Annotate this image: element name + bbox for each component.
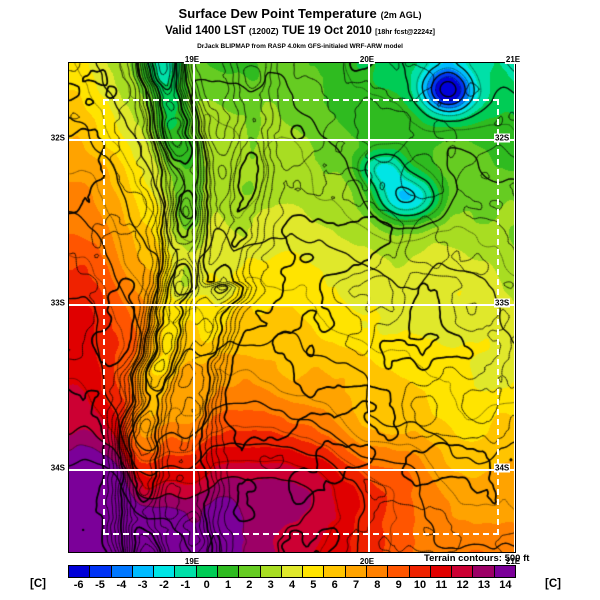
axis-label-lon-bottom-21e: 21E: [504, 557, 522, 566]
axis-label-lat-left-34s: 34S: [49, 463, 66, 473]
title-block: Surface Dew Point Temperature (2m AGL) V…: [0, 6, 600, 52]
axis-label-lon-top-19e: 19E: [183, 55, 201, 64]
dewpoint-heatmap-canvas: [69, 63, 515, 552]
page-title-subscript: (2m AGL): [380, 10, 422, 20]
colorbar-swatch-7[interactable]: [345, 566, 367, 577]
axis-label-lon-top-20e: 20E: [358, 55, 376, 64]
axis-label-lon-top-21e: 21E: [504, 55, 522, 64]
forecast-stamp: [18hr fcst@2224z]: [375, 29, 435, 36]
axis-label-lat-left-32s: 32S: [49, 133, 66, 143]
colorbar-tick-14: 14: [499, 579, 512, 591]
colorbar-swatch--1[interactable]: [175, 566, 197, 577]
colorbar-unit-left: [C]: [30, 578, 46, 590]
colorbar-tick-5: 5: [310, 579, 317, 591]
colorbar-swatch-11[interactable]: [430, 566, 453, 577]
colorbar-tick-7: 7: [352, 579, 360, 591]
colorbar-swatch--3[interactable]: [132, 566, 155, 577]
colorbar-unit-right: [C]: [545, 578, 561, 590]
colorbar-swatch-2[interactable]: [239, 566, 261, 577]
axis-label-lat-left-33s: 33S: [49, 298, 66, 308]
axis-label-lon-bottom-20e: 20E: [358, 557, 376, 566]
colorbar-tick-2: 2: [246, 579, 253, 591]
colorbar-tick--2: -2: [159, 579, 169, 591]
colorbar-tick--5: -5: [95, 579, 105, 591]
valid-local-time: Valid 1400 LST: [165, 25, 246, 37]
page-title: Surface Dew Point Temperature (2m AGL): [0, 6, 600, 23]
colorbar-swatch-1[interactable]: [217, 566, 240, 577]
colorbar-tick-9: 9: [395, 579, 402, 591]
colorbar-tick--1: -1: [180, 579, 191, 591]
valid-time-line: Valid 1400 LST (1200Z) TUE 19 Oct 2010 […: [0, 24, 600, 40]
colorbar-swatch-10[interactable]: [409, 566, 431, 577]
axis-label-lat-right-33s: 33S: [494, 298, 511, 308]
axis-label-lat-right-34s: 34S: [494, 463, 511, 473]
colorbar-swatch-14[interactable]: [494, 566, 515, 577]
colorbar-tick-1: 1: [224, 579, 232, 591]
colorbar-swatch-4[interactable]: [281, 566, 304, 577]
colorbar-swatch-13[interactable]: [473, 566, 495, 577]
colorbar-tick-4: 4: [288, 579, 296, 591]
colorbar-swatch--4[interactable]: [111, 566, 133, 577]
colorbar-tick-8: 8: [374, 579, 381, 591]
colorbar-tick-10: 10: [413, 579, 427, 591]
colorbar-swatch-5[interactable]: [303, 566, 325, 577]
colorbar-swatch--2[interactable]: [154, 566, 176, 577]
forecast-map-panel[interactable]: [68, 62, 516, 553]
colorbar-swatches[interactable]: [68, 565, 516, 578]
colorbar-tick-13: 13: [477, 579, 491, 591]
colorbar-tick-6: 6: [331, 579, 338, 591]
page-title-text: Surface Dew Point Temperature: [178, 6, 377, 21]
valid-date: TUE 19 Oct 2010: [281, 25, 372, 37]
colorbar-swatch-12[interactable]: [452, 566, 474, 577]
valid-utc-time: (1200Z): [248, 26, 279, 36]
colorbar-tick-11: 11: [435, 579, 448, 591]
colorbar-swatch-9[interactable]: [388, 566, 410, 577]
axis-label-lon-bottom-19e: 19E: [183, 557, 201, 566]
colorbar-tick-0: 0: [203, 579, 210, 591]
colorbar-tick--4: -4: [116, 579, 127, 591]
colorbar-swatch--5[interactable]: [90, 566, 112, 577]
colorbar-swatch-6[interactable]: [324, 566, 346, 577]
colorbar-tick--3: -3: [137, 579, 148, 591]
colorbar-swatch-8[interactable]: [366, 566, 389, 577]
colorbar-legend[interactable]: [C] [C] -6 -5 -4 -3 -2 -1 0 1 2 3 4 5 6 7 8 9 10 11 12 13 14: [0, 565, 600, 597]
colorbar-swatch--6[interactable]: [69, 566, 91, 577]
model-source-line: DrJack BLIPMAP from RASP 4.0km GFS-initi…: [197, 43, 403, 50]
colorbar-tick--6: -6: [73, 579, 84, 591]
axis-label-lat-right-32s: 32S: [494, 133, 511, 143]
colorbar-swatch-0[interactable]: [196, 566, 218, 577]
colorbar-tick-12: 12: [456, 579, 469, 591]
colorbar-tick-3: 3: [267, 579, 274, 591]
terrain-contour-note: Terrain contours: 500 ft: [424, 553, 530, 564]
colorbar-swatch-3[interactable]: [260, 566, 282, 577]
